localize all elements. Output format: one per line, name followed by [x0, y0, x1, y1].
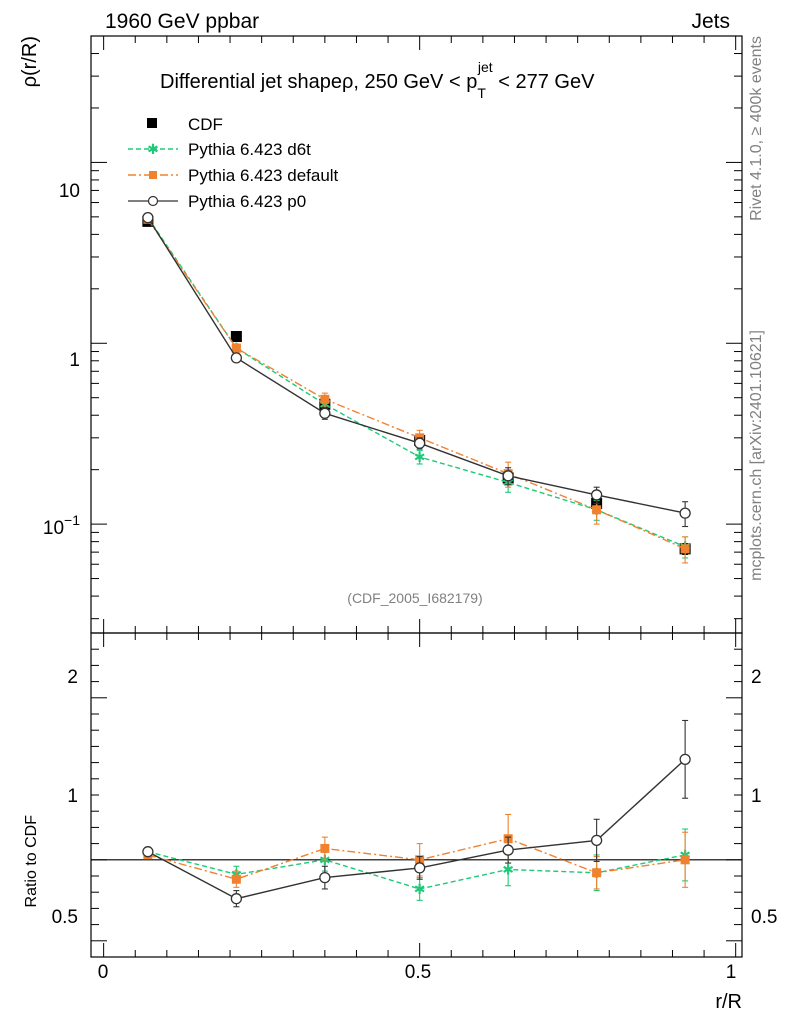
x-tick-label-0p5: 0.5	[405, 962, 431, 983]
legend-label-p0: Pythia 6.423 p0	[188, 192, 306, 211]
ratio-point-pythia-6-423-p0-marker	[679, 753, 691, 766]
ratio-point-pythia-6-423-default-marker	[592, 868, 602, 878]
point-pythia-6-423-default-marker	[320, 394, 330, 404]
point-pythia-6-423-default-marker	[592, 505, 602, 515]
ratio-plot-frame	[90, 632, 743, 958]
jets-label: Jets	[691, 10, 730, 33]
ratio-series-pythia-6-423-default	[143, 813, 690, 890]
ratio-tick-label-2-right: 2	[751, 667, 762, 688]
y-tick-label-0p1: 10−1	[43, 512, 80, 539]
ratio-point-pythia-6-423-d6t-marker: ✱	[502, 862, 514, 878]
ratio-point-pythia-6-423-p0-marker	[502, 844, 514, 856]
ratio-tick-label-0p5-right: 0.5	[751, 907, 777, 928]
point-pythia-6-423-p0-marker	[590, 489, 603, 501]
ratio-point-pythia-6-423-default-marker	[680, 855, 690, 865]
title-tail: < 277 GeV	[493, 71, 595, 93]
point-pythia-6-423-p0-marker	[319, 407, 331, 419]
energy-label: 1960 GeV ppbar	[105, 10, 259, 33]
ratio-point-pythia-6-423-p0-marker	[590, 834, 603, 847]
legend-marker-cdf	[147, 118, 157, 128]
ratio-tick-label-1: 1	[67, 786, 78, 807]
legend-label-cdf: CDF	[188, 115, 223, 134]
legend-label-default: Pythia 6.423 default	[188, 166, 339, 185]
legend-entry-p0: Pythia 6.423 p0	[128, 192, 306, 211]
legend: CDF ✱ Pythia 6.423 d6t Pythia 6.423 defa…	[128, 115, 339, 211]
ratio-tick-label-2: 2	[67, 667, 78, 688]
legend-label-d6t: Pythia 6.423 d6t	[188, 140, 311, 159]
mcplots-label: mcplots.cern.ch [arXiv:2401.10621]	[748, 330, 765, 581]
series-pythia-6-423-d6t: ✱✱✱✱✱✱✱	[142, 210, 691, 559]
point-pythia-6-423-p0-marker	[142, 211, 154, 224]
point-pythia-6-423-default-marker	[231, 343, 241, 353]
title-main: Differential jet shapeρ, 250 GeV < p	[160, 71, 477, 93]
ratio-y-axis-label: Ratio to CDF	[23, 815, 40, 908]
main-series-layer: ✱✱✱✱✱✱✱	[142, 210, 691, 564]
ratio-tick-label-0p5: 0.5	[52, 907, 78, 928]
legend-entry-default: Pythia 6.423 default	[128, 166, 339, 185]
legend-marker-p0	[147, 195, 159, 207]
ratio-point-pythia-6-423-p0-marker	[230, 893, 243, 905]
ratio-tick-label-1-right: 1	[751, 786, 762, 807]
series-line-pythia-6-423-default	[147, 218, 686, 550]
point-pythia-6-423-p0-marker	[230, 352, 243, 364]
ratio-point-pythia-6-423-default-marker	[231, 874, 241, 884]
title-sub: T	[477, 85, 486, 101]
ratio-point-pythia-6-423-default-marker	[320, 843, 330, 853]
ratio-point-pythia-6-423-d6t-marker: ✱	[414, 881, 426, 897]
ratio-point-pythia-6-423-p0-marker	[319, 871, 331, 884]
point-pythia-6-423-p0-marker	[414, 437, 426, 449]
series-pythia-6-423-default	[143, 214, 690, 564]
legend-marker-d6t: ✱	[147, 141, 159, 157]
ratio-series-layer: ✱✱✱✱✱✱✱	[142, 719, 691, 908]
legend-entry-d6t: ✱ Pythia 6.423 d6t	[128, 140, 311, 159]
ratio-series-line-pythia-6-423-p0	[147, 758, 686, 900]
ratio-point-pythia-6-423-p0-marker	[142, 846, 154, 858]
point-pythia-6-423-d6t-marker: ✱	[414, 449, 426, 465]
ratio-series-pythia-6-423-p0	[142, 719, 691, 908]
series-line-pythia-6-423-p0	[147, 217, 686, 514]
title-sup: jet	[477, 59, 493, 75]
y-tick-label-10: 10	[59, 181, 80, 202]
x-tick-label-1: 1	[726, 962, 737, 983]
point-pythia-6-423-default-marker	[680, 544, 690, 554]
rivet-label: Rivet 4.1.0, ≥ 400k events	[748, 36, 765, 221]
chart-title: Differential jet shapeρ, 250 GeV < pTjet…	[160, 59, 595, 101]
x-axis-label: r/R	[715, 991, 742, 1013]
y-axis-label: ρ(r/R)	[19, 36, 41, 87]
analysis-watermark: (CDF_2005_I682179)	[347, 590, 482, 606]
series-pythia-6-423-p0	[142, 211, 691, 528]
point-pythia-6-423-p0-marker	[679, 507, 691, 519]
y-tick-label-1: 1	[69, 350, 80, 371]
series-line-pythia-6-423-d6t	[147, 217, 686, 548]
legend-entry-cdf: CDF	[147, 115, 223, 134]
legend-marker-default	[149, 171, 157, 179]
series-cdf	[142, 215, 691, 555]
x-tick-label-0: 0	[98, 962, 109, 983]
point-cdf-marker	[230, 330, 242, 342]
point-pythia-6-423-p0-marker	[502, 470, 514, 482]
ratio-point-pythia-6-423-p0-marker	[414, 862, 426, 874]
